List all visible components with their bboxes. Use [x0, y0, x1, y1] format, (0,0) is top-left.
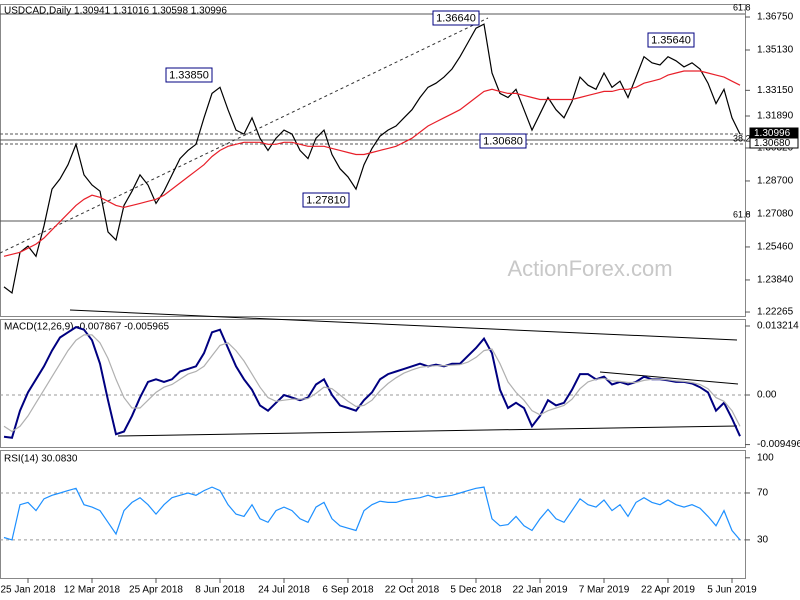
x-tick-label: 12 Mar 2018	[64, 585, 121, 596]
x-tick-label: 25 Apr 2018	[129, 585, 183, 596]
x-tick-label: 24 Jul 2018	[258, 585, 310, 596]
y-tick-label: 100	[757, 452, 774, 463]
series-line	[3, 486, 741, 541]
x-tick-label: 25 Jan 2018	[0, 585, 55, 596]
x-tick-label: 6 Sep 2018	[322, 585, 374, 596]
x-tick-label: 22 Apr 2019	[641, 585, 695, 596]
annotation-box	[165, 67, 213, 83]
y-tick-label: 0.00	[757, 390, 777, 401]
annotation: 1.35640	[651, 34, 691, 46]
y-tick-label: 1.23840	[757, 275, 794, 286]
trend-line	[69, 309, 738, 341]
y-tick-label: 30	[757, 535, 769, 546]
rsi-panel	[0, 450, 746, 579]
chart-title: RSI(14) 30.0830	[4, 454, 78, 465]
price-panel	[0, 4, 746, 317]
series-line	[3, 326, 741, 439]
y-tick-label: 1.36750	[757, 12, 794, 23]
watermark: ActionForex.com	[507, 256, 672, 281]
y-tick-label: 1.22265	[757, 307, 794, 318]
y-tick-label: 1.35130	[757, 45, 794, 56]
y-tick-label: 70	[757, 488, 769, 499]
trend-line	[599, 371, 739, 385]
x-tick-label: 5 Dec 2018	[450, 585, 502, 596]
series-line	[3, 70, 741, 257]
x-tick-label: 5 Jun 2019	[707, 585, 757, 596]
y-tick-label: -0.009496	[757, 439, 800, 450]
series-line	[3, 334, 741, 433]
annotation: 1.33850	[169, 69, 209, 81]
y-tick-label: 1.27080	[757, 209, 794, 220]
x-tick-label: 22 Oct 2018	[385, 585, 440, 596]
annotation-box	[302, 192, 350, 208]
trend-line	[0, 17, 489, 254]
y-tick-label: 1.28700	[757, 176, 794, 187]
annotation: 1.30680	[483, 135, 523, 147]
annotation: 1.27810	[306, 194, 346, 206]
fib-label: 61.8	[733, 209, 751, 219]
macd-panel	[0, 319, 746, 448]
chart-title: MACD(12,26,9) -0.007867 -0.005965	[4, 322, 170, 333]
annotation-box	[432, 10, 480, 26]
price-label: 1.30996	[754, 128, 791, 139]
y-tick-label: 0.013214	[757, 321, 799, 332]
series-line	[3, 23, 741, 295]
x-tick-label: 22 Jan 2019	[512, 585, 567, 596]
price-label-box	[749, 137, 799, 149]
y-tick-label: 1.33150	[757, 85, 794, 96]
annotation-box	[647, 32, 695, 48]
annotation-box	[479, 133, 527, 149]
annotation: 1.36640	[436, 12, 476, 24]
x-tick-label: 8 Jun 2018	[195, 585, 245, 596]
trend-line	[117, 425, 738, 437]
fib-label: 38.2	[733, 133, 751, 143]
y-tick-label: 1.31890	[757, 111, 794, 122]
chart-title: USDCAD,Daily 1.30941 1.31016 1.30598 1.3…	[4, 6, 227, 17]
price-label: 1.30680	[754, 138, 791, 149]
y-tick-label: 1.25460	[757, 242, 794, 253]
fib-label: 61.8	[733, 2, 751, 12]
x-tick-label: 7 Mar 2019	[579, 585, 630, 596]
